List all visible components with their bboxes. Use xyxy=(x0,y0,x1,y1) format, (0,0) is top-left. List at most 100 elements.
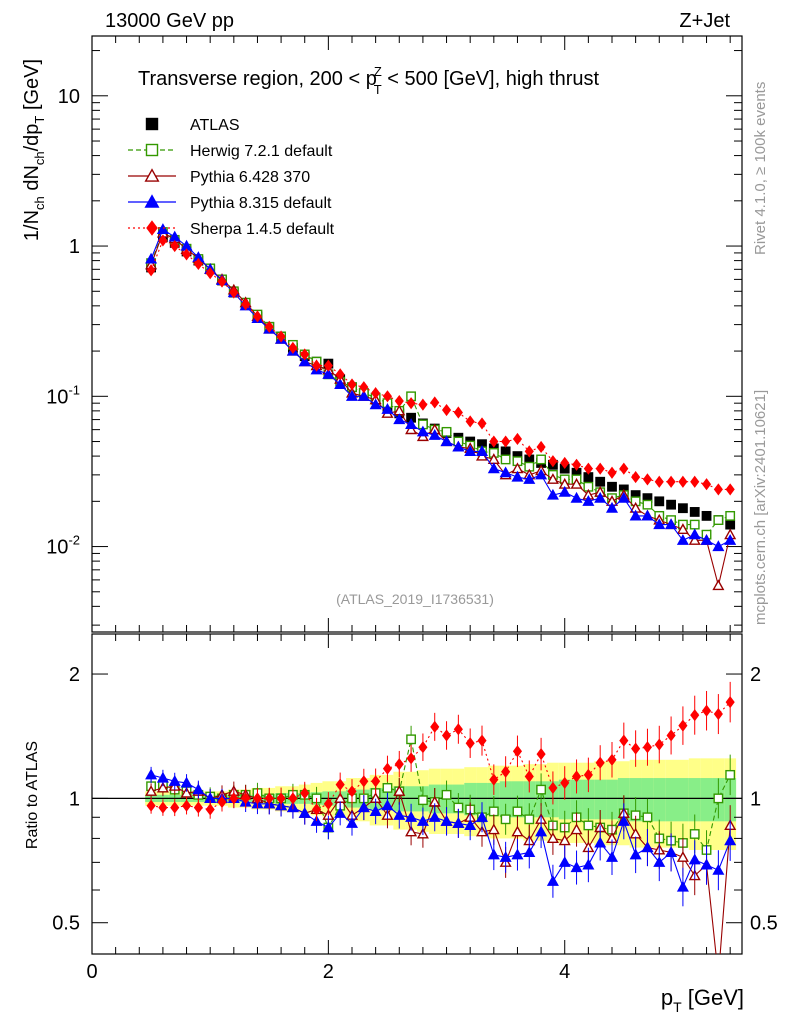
main-point xyxy=(499,466,512,478)
main-point xyxy=(323,359,333,372)
ratio-point xyxy=(725,696,735,709)
main-point xyxy=(571,458,582,471)
main-point xyxy=(300,348,310,361)
main-point xyxy=(345,390,359,401)
ratio-series-layer xyxy=(145,681,737,954)
ratio-point xyxy=(156,781,169,793)
ratio-point xyxy=(571,770,582,783)
process-label: Z+Jet xyxy=(679,10,730,32)
ratio-point xyxy=(570,823,583,835)
ratio-point xyxy=(548,781,558,795)
ratio-point xyxy=(489,773,499,786)
ratio-point xyxy=(453,723,463,736)
ratio-point xyxy=(725,769,736,780)
main-point xyxy=(713,483,723,496)
main-point xyxy=(381,402,394,414)
legend-entry-2: Pythia 6.428 370 xyxy=(128,168,310,186)
ratio-point xyxy=(488,806,499,817)
ratio-point xyxy=(418,795,428,806)
main-point xyxy=(252,310,263,323)
ratio-point xyxy=(678,719,688,732)
ratio-y-tick-label-right: 0.5 xyxy=(750,913,778,935)
ratio-point xyxy=(393,809,406,820)
ratio-point xyxy=(428,811,441,822)
ratio-point xyxy=(217,795,227,809)
stat-uncertainty-band xyxy=(570,779,583,820)
main-point xyxy=(666,499,676,510)
ratio-point xyxy=(406,734,416,745)
ratio-point xyxy=(676,880,689,892)
y-tick-label: 1 xyxy=(69,236,80,258)
ratio-point xyxy=(700,858,713,870)
main-series-layer xyxy=(145,223,737,591)
ratio-point xyxy=(524,770,534,783)
ratio-point xyxy=(193,801,203,814)
ratio-point xyxy=(536,784,546,795)
main-point xyxy=(546,473,559,484)
ratio-point xyxy=(382,762,393,775)
ratio-point xyxy=(477,734,487,747)
ratio-point xyxy=(345,817,359,828)
main-point xyxy=(607,481,617,492)
main-point xyxy=(631,470,641,484)
stat-uncertainty-band xyxy=(688,778,701,822)
ratio-point xyxy=(512,745,523,758)
main-point xyxy=(642,499,653,510)
legend-label: ATLAS xyxy=(190,117,240,134)
ratio-point xyxy=(205,803,215,816)
legend-marker xyxy=(146,220,158,236)
ratio-point xyxy=(441,789,452,800)
legend-marker xyxy=(144,168,160,182)
x-tick-label: 2 xyxy=(323,961,334,983)
ratio-point xyxy=(524,814,535,825)
ratio-point xyxy=(405,825,418,837)
main-point xyxy=(465,415,475,428)
main-point xyxy=(276,330,286,343)
ratio-point xyxy=(252,792,263,805)
legend-label: Herwig 7.2.1 default xyxy=(190,143,333,160)
main-point xyxy=(170,239,180,253)
main-point xyxy=(617,491,630,503)
main-point xyxy=(700,534,713,545)
main-point xyxy=(558,485,571,497)
main-point xyxy=(489,435,499,448)
main-point xyxy=(595,476,606,487)
main-point xyxy=(501,435,511,448)
ratio-point xyxy=(347,785,357,798)
ratio-y-tick-label-left: 0.5 xyxy=(52,913,80,935)
ratio-y-tick-label-left: 2 xyxy=(69,664,80,686)
ratio-point xyxy=(712,863,725,875)
ratio-point xyxy=(501,765,511,778)
ratio-point xyxy=(689,829,700,839)
main-plot-frame xyxy=(91,35,743,633)
main-point xyxy=(582,495,595,506)
main-point xyxy=(440,435,453,447)
main-point xyxy=(405,423,418,435)
ratio-point xyxy=(713,707,723,721)
ratio-point xyxy=(394,758,404,771)
main-point xyxy=(535,468,548,480)
ratio-point xyxy=(642,741,653,754)
main-point xyxy=(712,579,725,591)
ratio-point xyxy=(713,793,724,804)
main-point xyxy=(511,470,524,482)
main-point xyxy=(193,257,203,271)
ratio-point xyxy=(322,821,335,833)
ratio-point xyxy=(145,768,158,780)
ratio-point xyxy=(523,846,536,857)
stat-uncertainty-band xyxy=(653,778,666,822)
main-point xyxy=(724,534,737,545)
main-point xyxy=(335,368,345,381)
ratio-point xyxy=(631,742,641,755)
ratio-point xyxy=(642,812,653,823)
ratio-point xyxy=(629,848,642,860)
main-point xyxy=(546,488,559,500)
main-point xyxy=(512,432,523,446)
ratio-point xyxy=(583,820,594,831)
ratio-point xyxy=(369,805,382,816)
ratio-point xyxy=(475,811,489,822)
ratio-point xyxy=(452,817,465,828)
ratio-point xyxy=(535,825,548,837)
main-point xyxy=(570,477,583,489)
ratio-point xyxy=(323,797,333,810)
